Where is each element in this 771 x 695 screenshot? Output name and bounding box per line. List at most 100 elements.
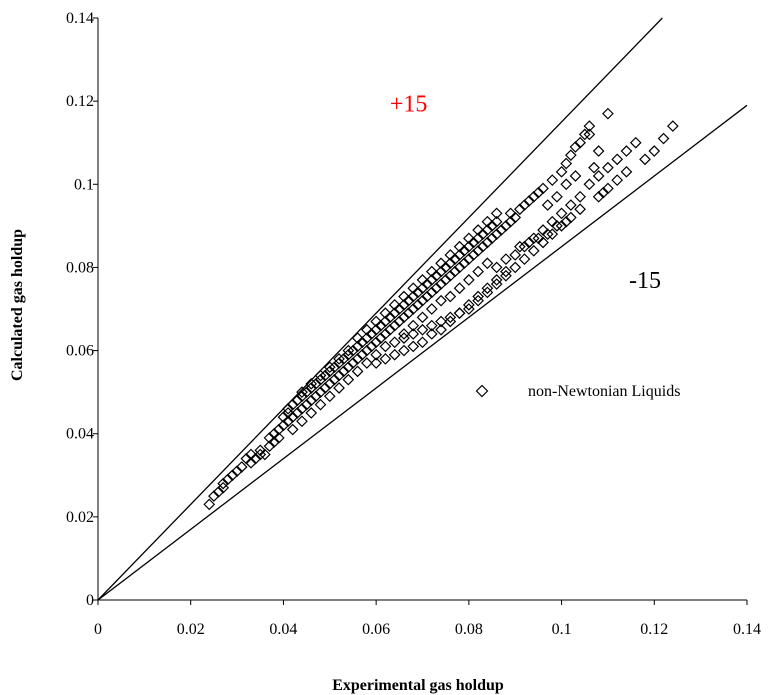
data-point <box>323 361 336 374</box>
data-point <box>370 315 382 328</box>
data-point <box>514 203 526 216</box>
data-point <box>620 145 633 157</box>
data-point <box>402 307 415 320</box>
data-point <box>412 298 424 311</box>
data-point <box>282 415 294 428</box>
data-point <box>314 398 327 411</box>
data-point <box>361 323 373 336</box>
data-point <box>296 402 308 415</box>
data-point <box>416 336 429 349</box>
data-point <box>425 274 438 286</box>
data-point <box>574 190 586 203</box>
x-tick-label: 0.06 <box>362 621 390 638</box>
x-tick-label: 0.1 <box>552 621 572 638</box>
data-point <box>314 369 327 382</box>
y-tick-label: 0 <box>86 592 94 609</box>
data-point <box>444 269 457 282</box>
data-point <box>412 286 424 299</box>
x-tick-label: 0.08 <box>455 621 483 638</box>
reference-lines <box>97 17 748 601</box>
data-point <box>463 274 475 286</box>
data-point <box>370 323 382 336</box>
data-point <box>439 261 452 274</box>
data-point <box>597 186 610 199</box>
data-point <box>310 377 322 390</box>
data-point <box>435 257 447 270</box>
data-point <box>212 486 225 498</box>
data-point <box>407 303 420 315</box>
data-point <box>560 157 573 170</box>
data-point <box>416 294 429 307</box>
data-point <box>259 448 271 461</box>
data-point <box>514 240 526 253</box>
data-point <box>221 473 234 486</box>
data-point <box>546 228 559 241</box>
data-point <box>435 265 447 278</box>
data-point <box>518 253 531 265</box>
data-point <box>560 215 573 228</box>
data-point <box>425 319 438 332</box>
data-point <box>361 344 373 357</box>
legend: non-Newtonian Liquids <box>475 383 680 400</box>
data-point <box>648 145 661 157</box>
data-point <box>356 348 369 361</box>
data-point <box>398 311 410 324</box>
data-point <box>231 465 243 477</box>
data-point <box>546 174 559 186</box>
data-point <box>472 290 484 303</box>
data-point <box>467 249 480 261</box>
data-point <box>384 323 396 336</box>
data-point <box>300 386 313 398</box>
data-point <box>398 328 410 340</box>
data-point <box>435 323 447 336</box>
data-point <box>365 340 378 353</box>
data-point <box>272 423 285 436</box>
data-point <box>374 319 387 332</box>
data-point <box>388 319 401 332</box>
y-tick-label: 0.12 <box>66 93 94 110</box>
data-point <box>342 344 355 357</box>
data-point <box>226 469 239 482</box>
data-point <box>208 490 220 502</box>
data-point <box>342 373 355 386</box>
data-point <box>583 128 596 141</box>
data-point <box>286 423 299 436</box>
y-tick-label: 0.02 <box>66 509 94 526</box>
y-tick-label: 0.08 <box>66 259 94 276</box>
data-point <box>361 357 373 369</box>
data-point <box>235 461 248 473</box>
data-point <box>555 207 568 220</box>
data-point <box>592 190 605 203</box>
data-point <box>351 340 364 353</box>
data-point <box>421 278 433 290</box>
legend-marker-diamond-icon <box>475 384 489 398</box>
y-tick-label: 0.14 <box>66 10 94 27</box>
data-point <box>337 365 350 378</box>
data-point <box>430 269 443 282</box>
data-point <box>449 253 461 265</box>
data-point <box>472 224 484 236</box>
data-point <box>425 303 438 315</box>
data-point <box>328 373 341 386</box>
data-point <box>564 149 577 162</box>
data-point <box>379 307 392 320</box>
data-point <box>314 386 327 398</box>
data-point <box>296 386 308 398</box>
data-point <box>463 253 475 265</box>
data-point <box>245 456 257 469</box>
data-point <box>541 199 554 211</box>
x-axis-ticks: 0 0.02 0.04 0.06 0.08 0.1 0.12 0.14 <box>94 600 761 638</box>
data-point <box>629 136 642 149</box>
annotations: +15 -15 <box>390 92 661 295</box>
data-point <box>555 220 568 232</box>
data-point <box>393 303 406 315</box>
reference-line-label: +15 <box>390 92 428 118</box>
data-point <box>611 153 624 166</box>
data-point <box>444 290 457 303</box>
data-point <box>328 361 341 374</box>
data-point <box>583 178 596 191</box>
data-point <box>523 236 535 249</box>
y-tick-label: 0.06 <box>66 343 94 360</box>
data-point <box>425 328 438 340</box>
